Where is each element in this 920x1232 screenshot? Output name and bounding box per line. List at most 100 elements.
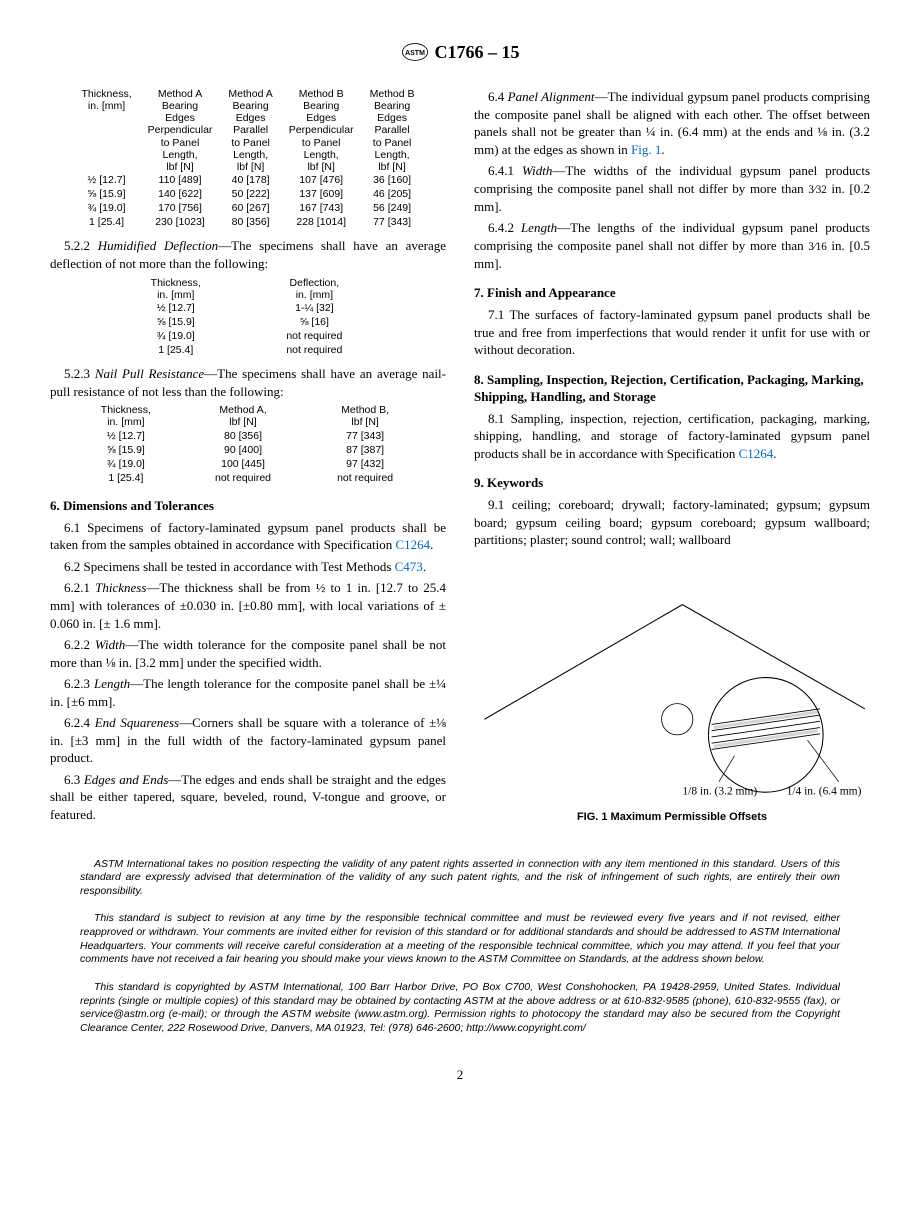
table-cell: 97 [432] bbox=[304, 457, 426, 471]
table-cell: ⅝ [16] bbox=[242, 315, 386, 329]
table-cell: ½ [12.7] bbox=[73, 173, 139, 187]
section-9-title: 9. Keywords bbox=[474, 474, 870, 492]
table-cell: not required bbox=[304, 471, 426, 485]
para-5.2.3: 5.2.3 Nail Pull Resistance—The specimens… bbox=[50, 365, 446, 400]
fig-label-2: 1/4 in. (6.4 mm) bbox=[787, 785, 862, 797]
table-cell: not required bbox=[242, 329, 386, 343]
right-column: 6.4 Panel Alignment—The individual gypsu… bbox=[474, 84, 870, 827]
para-6.2-text: 6.2 Specimens shall be tested in accorda… bbox=[64, 559, 395, 574]
figure-caption: FIG. 1 Maximum Permissible Offsets bbox=[474, 810, 870, 825]
table-row: ¾ [19.0]100 [445]97 [432] bbox=[70, 457, 426, 471]
table-cell: 1 [25.4] bbox=[73, 215, 139, 229]
footer-p2: This standard is subject to revision at … bbox=[80, 912, 840, 967]
para-6.3: 6.3 Edges and Ends—The edges and ends sh… bbox=[50, 771, 446, 824]
table-cell: not required bbox=[182, 471, 304, 485]
table-cell: 36 [160] bbox=[362, 173, 423, 187]
table-cell: 100 [445] bbox=[182, 457, 304, 471]
table-cell: 170 [756] bbox=[140, 201, 221, 215]
table-row: ½ [12.7]80 [356]77 [343] bbox=[70, 429, 426, 443]
ref-c1264[interactable]: C1264 bbox=[395, 537, 430, 552]
table-cell: ¾ [19.0] bbox=[73, 201, 139, 215]
table-header: Thickness,in. [mm] bbox=[73, 88, 139, 172]
para-6.2.4: 6.2.4 End Squareness—Corners shall be sq… bbox=[50, 714, 446, 767]
fig-label-1: 1/8 in. (3.2 mm) bbox=[682, 785, 757, 797]
table-header: Method BBearingEdgesParallelto PanelLeng… bbox=[362, 88, 423, 172]
ref-c1264-2[interactable]: C1264 bbox=[739, 446, 774, 461]
table-header: Thickness,in. [mm] bbox=[70, 404, 182, 428]
table-row: ⅝ [15.9]⅝ [16] bbox=[109, 315, 386, 329]
table-cell: ⅝ [15.9] bbox=[73, 187, 139, 201]
table-cell: 110 [489] bbox=[140, 173, 221, 187]
table-cell: 40 [178] bbox=[220, 173, 280, 187]
table-cell: 137 [609] bbox=[281, 187, 362, 201]
table-cell: not required bbox=[242, 343, 386, 357]
table-header: Thickness,in. [mm] bbox=[109, 277, 242, 301]
designation: C1766 – 15 bbox=[435, 40, 520, 64]
table-row: ¾ [19.0]not required bbox=[109, 329, 386, 343]
table-nail-pull: Thickness,in. [mm]Method A,lbf [N]Method… bbox=[70, 404, 426, 485]
table-cell: 50 [222] bbox=[220, 187, 280, 201]
para-6.4.1: 6.4.1 Width—The widths of the individual… bbox=[474, 162, 870, 215]
table-cell: ¾ [19.0] bbox=[70, 457, 182, 471]
para-6.2.1: 6.2.1 Thickness—The thickness shall be f… bbox=[50, 579, 446, 632]
table-row: ¾ [19.0]170 [756]60 [267]167 [743]56 [24… bbox=[73, 201, 422, 215]
figure-1: 1/8 in. (3.2 mm) 1/4 in. (6.4 mm) FIG. 1… bbox=[474, 589, 870, 825]
table-row: 1 [25.4]230 [1023]80 [356]228 [1014]77 [… bbox=[73, 215, 422, 229]
table-cell: 80 [356] bbox=[182, 429, 304, 443]
table-header: Method BBearingEdgesPerpendicularto Pane… bbox=[281, 88, 362, 172]
table-cell: 167 [743] bbox=[281, 201, 362, 215]
table-method-loads: Thickness,in. [mm]Method ABearingEdgesPe… bbox=[73, 88, 422, 229]
table-cell: ½ [12.7] bbox=[70, 429, 182, 443]
table-header: Method B,lbf [N] bbox=[304, 404, 426, 428]
table-header: Deflection,in. [mm] bbox=[242, 277, 386, 301]
para-7.1: 7.1 The surfaces of factory-laminated gy… bbox=[474, 306, 870, 359]
table-row: ½ [12.7]1-¼ [32] bbox=[109, 301, 386, 315]
table-row: ⅝ [15.9]90 [400]87 [387] bbox=[70, 443, 426, 457]
page-header: ASTM C1766 – 15 bbox=[50, 40, 870, 64]
left-column: Thickness,in. [mm]Method ABearingEdgesPe… bbox=[50, 84, 446, 827]
para-6.1: 6.1 Specimens of factory-laminated gypsu… bbox=[50, 519, 446, 554]
section-6-title: 6. Dimensions and Tolerances bbox=[50, 497, 446, 515]
section-8-title: 8. Sampling, Inspection, Rejection, Cert… bbox=[474, 371, 870, 406]
table-deflection: Thickness,in. [mm]Deflection,in. [mm] ½ … bbox=[109, 277, 386, 358]
table-row: 1 [25.4]not requirednot required bbox=[70, 471, 426, 485]
table-cell: 56 [249] bbox=[362, 201, 423, 215]
footer-p3: This standard is copyrighted by ASTM Int… bbox=[80, 981, 840, 1036]
para-8.1-text: 8.1 Sampling, inspection, rejection, cer… bbox=[474, 411, 870, 461]
para-9.1: 9.1 ceiling; coreboard; drywall; factory… bbox=[474, 496, 870, 549]
table-cell: 90 [400] bbox=[182, 443, 304, 457]
ref-c473[interactable]: C473 bbox=[395, 559, 423, 574]
section-7-title: 7. Finish and Appearance bbox=[474, 284, 870, 302]
para-6.2: 6.2 Specimens shall be tested in accorda… bbox=[50, 558, 446, 576]
table-cell: 77 [343] bbox=[304, 429, 426, 443]
table-header: Method ABearingEdgesParallelto PanelLeng… bbox=[220, 88, 280, 172]
table-cell: 87 [387] bbox=[304, 443, 426, 457]
table-cell: ⅝ [15.9] bbox=[109, 315, 242, 329]
para-6.2.3: 6.2.3 Length—The length tolerance for th… bbox=[50, 675, 446, 710]
para-8.1: 8.1 Sampling, inspection, rejection, cer… bbox=[474, 410, 870, 463]
ref-fig1[interactable]: Fig. 1 bbox=[631, 142, 661, 157]
table-row: ⅝ [15.9]140 [622]50 [222]137 [609]46 [20… bbox=[73, 187, 422, 201]
footer-notice: ASTM International takes no position res… bbox=[80, 858, 840, 1036]
table-cell: ¾ [19.0] bbox=[109, 329, 242, 343]
table-cell: 60 [267] bbox=[220, 201, 280, 215]
table-cell: 1 [25.4] bbox=[109, 343, 242, 357]
table-cell: 230 [1023] bbox=[140, 215, 221, 229]
figure-1-svg: 1/8 in. (3.2 mm) 1/4 in. (6.4 mm) bbox=[474, 589, 870, 797]
table-cell: 1 [25.4] bbox=[70, 471, 182, 485]
table-cell: 46 [205] bbox=[362, 187, 423, 201]
table-header: Method ABearingEdgesPerpendicularto Pane… bbox=[140, 88, 221, 172]
table-row: ½ [12.7]110 [489]40 [178]107 [476]36 [16… bbox=[73, 173, 422, 187]
page-number: 2 bbox=[50, 1066, 870, 1084]
para-5.2.2: 5.2.2 Humidified Deflection—The specimen… bbox=[50, 237, 446, 272]
table-row: 1 [25.4]not required bbox=[109, 343, 386, 357]
svg-text:ASTM: ASTM bbox=[405, 50, 425, 57]
table-cell: ½ [12.7] bbox=[109, 301, 242, 315]
para-6.4.2: 6.4.2 Length—The lengths of the individu… bbox=[474, 219, 870, 272]
table-header: Method A,lbf [N] bbox=[182, 404, 304, 428]
para-6.1-text: 6.1 Specimens of factory-laminated gypsu… bbox=[50, 520, 446, 553]
table-cell: 107 [476] bbox=[281, 173, 362, 187]
table-cell: ⅝ [15.9] bbox=[70, 443, 182, 457]
table-cell: 1-¼ [32] bbox=[242, 301, 386, 315]
table-cell: 140 [622] bbox=[140, 187, 221, 201]
